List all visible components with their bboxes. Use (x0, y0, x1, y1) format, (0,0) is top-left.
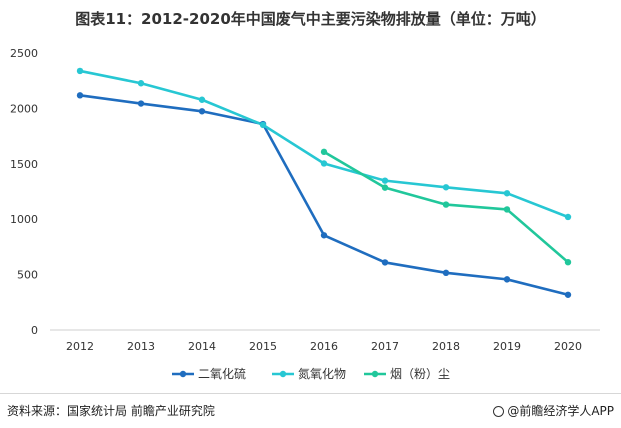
x-tick-label: 2020 (554, 340, 582, 353)
series-line-2 (79, 69, 569, 219)
y-tick-label: 1000 (10, 213, 38, 226)
data-point (564, 291, 572, 298)
x-tick-label: 2016 (310, 340, 338, 353)
footer: 资料来源：国家统计局 前瞻产业研究院 @前瞻经济学人APP (0, 393, 621, 428)
data-point (503, 190, 511, 197)
data-point (320, 232, 328, 239)
data-point (381, 259, 389, 266)
data-point (198, 96, 206, 103)
y-tick-label: 2000 (10, 102, 38, 115)
brand-logo-icon (493, 406, 505, 417)
data-point (442, 184, 450, 191)
legend-label: 氮氧化物 (298, 366, 346, 381)
y-tick-label: 500 (17, 269, 38, 282)
y-tick-label: 0 (31, 324, 38, 337)
y-axis-ticks: 0 500 1000 1500 2000 2500 (10, 47, 38, 337)
source-note: 资料来源：国家统计局 前瞻产业研究院 (7, 404, 215, 418)
x-tick-label: 2014 (188, 340, 216, 353)
x-tick-label: 2013 (127, 340, 155, 353)
x-tick-label: 2019 (493, 340, 521, 353)
legend-marker (279, 370, 287, 378)
brand-note: @前瞻经济学人APP (493, 402, 614, 419)
data-point (381, 177, 389, 184)
data-point (76, 92, 84, 99)
x-tick-label: 2018 (432, 340, 460, 353)
legend: 二氧化硫 氮氧化物 烟（粉）尘 (172, 366, 450, 381)
data-point (442, 201, 450, 208)
y-tick-label: 1500 (10, 158, 38, 171)
data-point (564, 213, 572, 221)
data-point (259, 121, 267, 129)
x-tick-label: 2012 (66, 340, 94, 353)
data-point (381, 184, 389, 191)
x-tick-label: 2017 (371, 340, 399, 353)
series-points (76, 67, 572, 298)
series-line-1 (79, 94, 569, 297)
chart-title: 图表11：2012-2020年中国废气中主要污染物排放量（单位：万吨） (75, 10, 546, 28)
data-point (198, 108, 206, 115)
brand-label: @前瞻经济学人APP (507, 404, 614, 418)
data-point (137, 80, 145, 87)
x-tick-label: 2015 (249, 340, 277, 353)
data-point (137, 100, 145, 107)
data-point (76, 67, 84, 75)
legend-marker (179, 370, 187, 378)
legend-label: 二氧化硫 (198, 366, 246, 381)
series-lines (79, 69, 569, 297)
data-point (442, 269, 450, 277)
legend-label: 烟（粉）尘 (390, 367, 450, 381)
x-axis-ticks: 2012 2013 2014 2015 2016 2017 2018 2019 2020 (66, 340, 582, 353)
data-point (320, 148, 328, 156)
data-point (564, 258, 572, 266)
data-point (503, 276, 511, 283)
y-tick-label: 2500 (10, 47, 38, 60)
data-point (503, 206, 511, 213)
legend-marker (371, 370, 379, 378)
data-point (320, 160, 328, 167)
